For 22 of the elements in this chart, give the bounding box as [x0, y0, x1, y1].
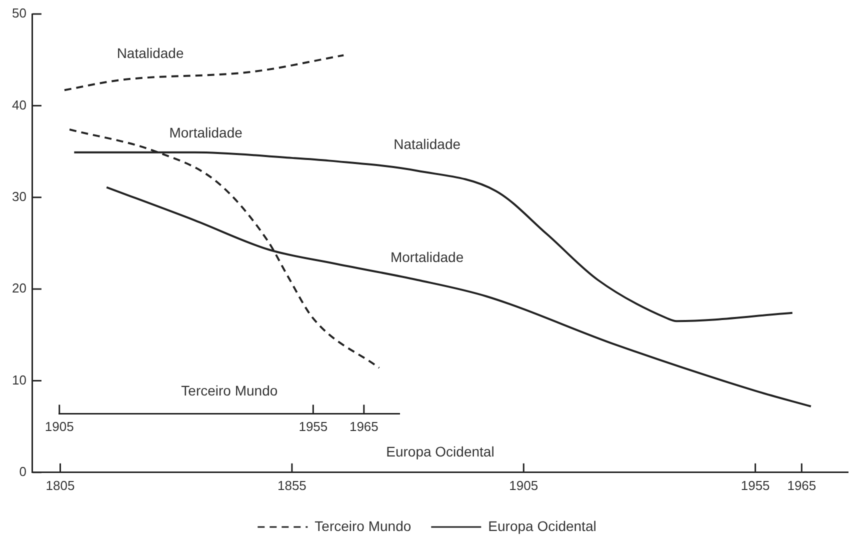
y-tick-label: 40	[12, 97, 26, 112]
y-tick-label: 30	[12, 188, 26, 204]
x-tick-label: 1955	[740, 478, 770, 493]
x-axis-title: Europa Ocidental	[386, 443, 494, 460]
annotation: Natalidade	[394, 136, 461, 152]
y-tick-label: 10	[12, 372, 26, 388]
legend-label: Europa Ocidental	[488, 518, 596, 534]
y-tick-label: 50	[12, 6, 26, 21]
annotation: Natalidade	[116, 45, 184, 62]
x2-tick-label: 1955	[298, 419, 328, 434]
x-tick-label: 1805	[46, 478, 75, 493]
x-tick-label: 1855	[277, 478, 306, 493]
annotation: Mortalidade	[169, 124, 243, 141]
x-tick-label: 1965	[787, 478, 816, 493]
legend-label: Terceiro Mundo	[314, 518, 412, 534]
y-tick-label: 0	[19, 464, 26, 479]
x2-tick-label: 1905	[44, 419, 74, 434]
x2-tick-label: 1965	[349, 419, 378, 434]
x2-axis-title: Terceiro Mundo	[181, 382, 278, 399]
x-tick-label: 1905	[509, 478, 538, 493]
annotation: Mortalidade	[390, 248, 464, 265]
y-tick-label: 20	[12, 280, 26, 296]
